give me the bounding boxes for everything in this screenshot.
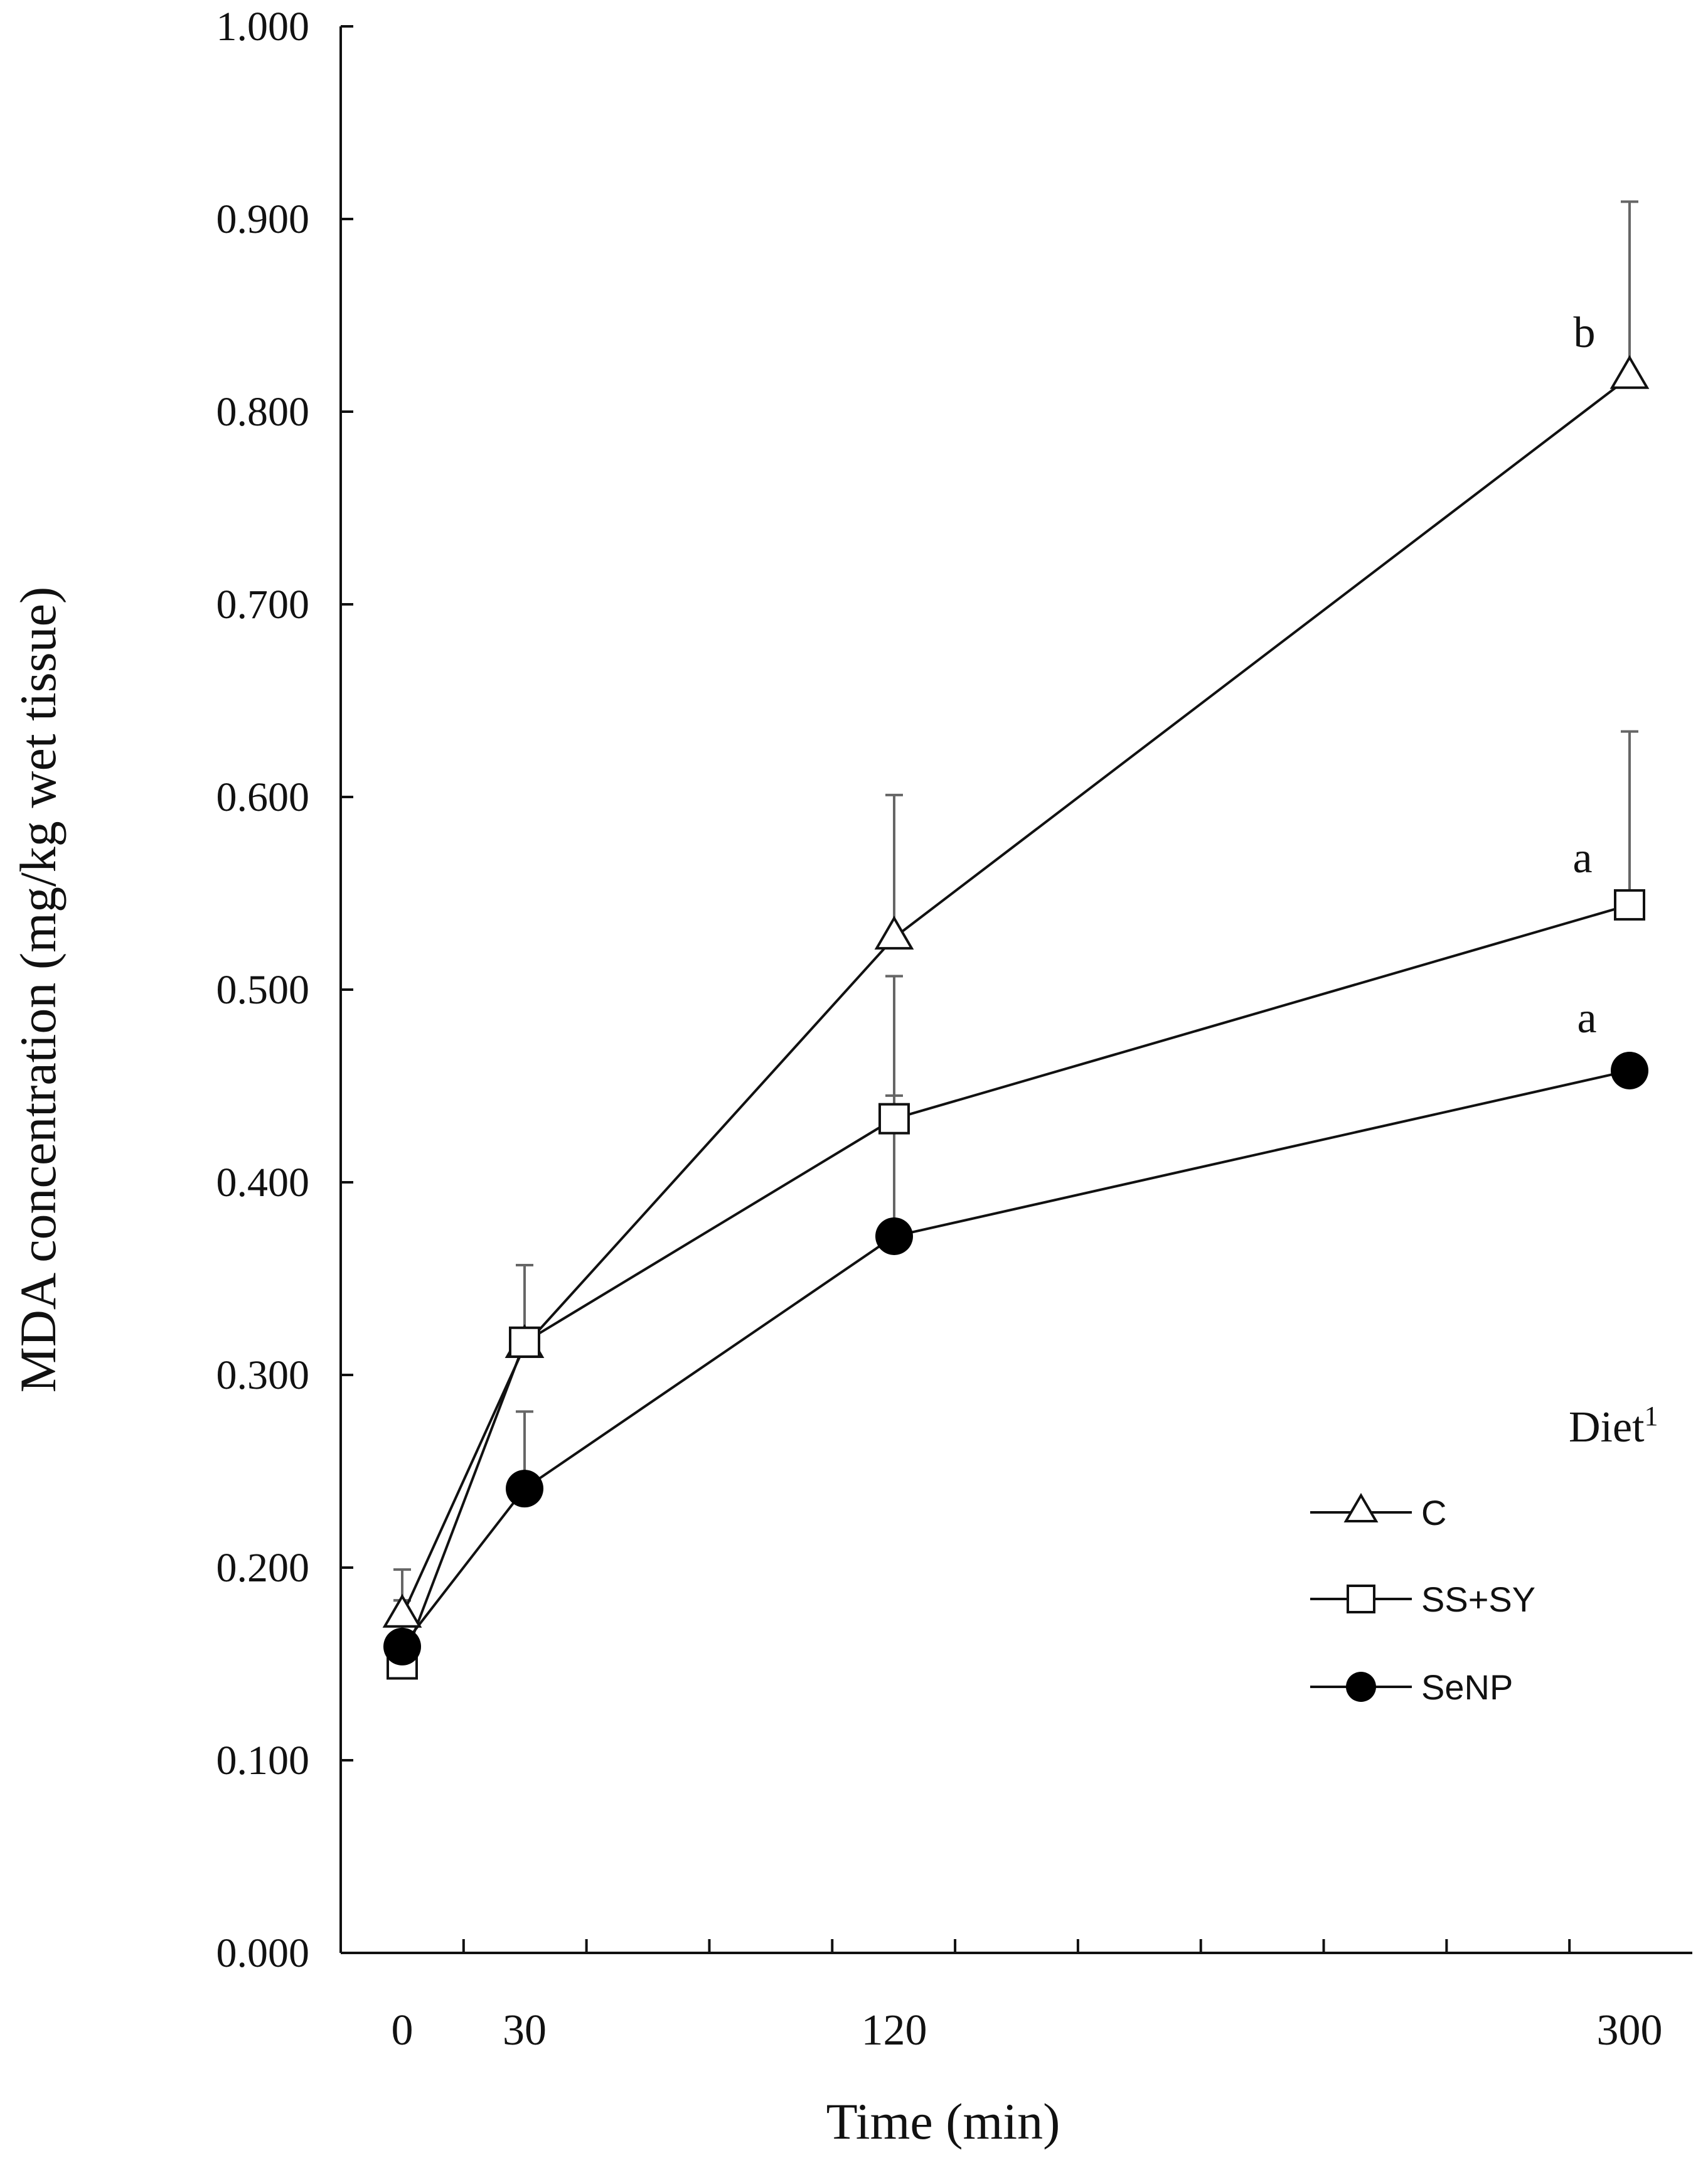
- legend-label-c: C: [1421, 1493, 1446, 1532]
- data-point-ss-sy: [1614, 889, 1645, 921]
- legend-entry-ssy: SS+SY: [1310, 1580, 1535, 1619]
- y-tick-label: 0.100: [216, 1738, 310, 1783]
- sig-label-senp-300: a: [1577, 994, 1596, 1042]
- legend-marker-circle: [1346, 1672, 1376, 1702]
- significance-labels: b a a: [1572, 309, 1596, 1042]
- y-tick-label: 0.400: [216, 1160, 310, 1206]
- y-tick-label: 0.000: [216, 1930, 310, 1976]
- axes: [339, 26, 1692, 1954]
- x-axis-title: Time (min): [826, 2093, 1060, 2150]
- y-tick-label: 0.900: [216, 196, 310, 242]
- y-tick-label: 0.700: [216, 582, 310, 628]
- data-point-c: [1609, 355, 1650, 389]
- series-line-ss-sy: [401, 903, 1630, 1665]
- x-tick-label: 0: [392, 2006, 414, 2055]
- legend-marker-triangle: [1343, 1493, 1379, 1522]
- y-tick-label: 0.500: [216, 967, 310, 1013]
- data-point-c: [382, 1593, 422, 1628]
- y-axis-ticks: 0.000 0.100 0.200 0.300 0.400 0.500 0.600 0.700…: [216, 4, 353, 1976]
- legend: Diet1 C SS+SY SeNP: [1310, 1401, 1658, 1707]
- legend-title: Diet1: [1569, 1401, 1658, 1452]
- series-markers: [382, 355, 1650, 1680]
- error-bars: [393, 200, 1638, 1664]
- legend-entry-senp: SeNP: [1310, 1667, 1513, 1707]
- y-axis-title: MDA concentration (mg/kg wet tissue): [9, 587, 67, 1393]
- legend-label-ssy: SS+SY: [1421, 1580, 1535, 1619]
- data-point-ss-sy: [509, 1326, 540, 1358]
- x-tick-label: 120: [862, 2006, 927, 2055]
- series-line-c: [401, 376, 1631, 1617]
- x-axis-ticks: 0 30 120 300: [392, 1939, 1663, 2055]
- series-lines: [401, 376, 1631, 1665]
- x-tick-label: 300: [1597, 2006, 1663, 2055]
- legend-entry-c: C: [1310, 1493, 1446, 1532]
- sig-label-c-300: b: [1574, 309, 1596, 357]
- legend-title-superscript: 1: [1645, 1401, 1658, 1431]
- legend-marker-square: [1347, 1585, 1375, 1613]
- y-tick-label: 1.000: [216, 4, 310, 50]
- y-tick-label: 0.800: [216, 389, 310, 435]
- data-point-senp: [506, 1470, 543, 1508]
- x-tick-label: 30: [503, 2006, 547, 2055]
- data-point-ss-sy: [878, 1103, 910, 1135]
- data-point-senp: [383, 1627, 421, 1665]
- data-point-senp: [1611, 1051, 1648, 1089]
- series-line-senp: [401, 1069, 1630, 1648]
- y-tick-label: 0.600: [216, 774, 310, 820]
- y-tick-label: 0.300: [216, 1352, 310, 1398]
- legend-title-text: Diet: [1569, 1403, 1645, 1452]
- data-point-senp: [875, 1217, 913, 1255]
- y-tick-label: 0.200: [216, 1545, 310, 1591]
- sig-label-ssy-300: a: [1572, 834, 1592, 882]
- legend-label-senp: SeNP: [1421, 1667, 1513, 1707]
- data-point-c: [874, 916, 914, 950]
